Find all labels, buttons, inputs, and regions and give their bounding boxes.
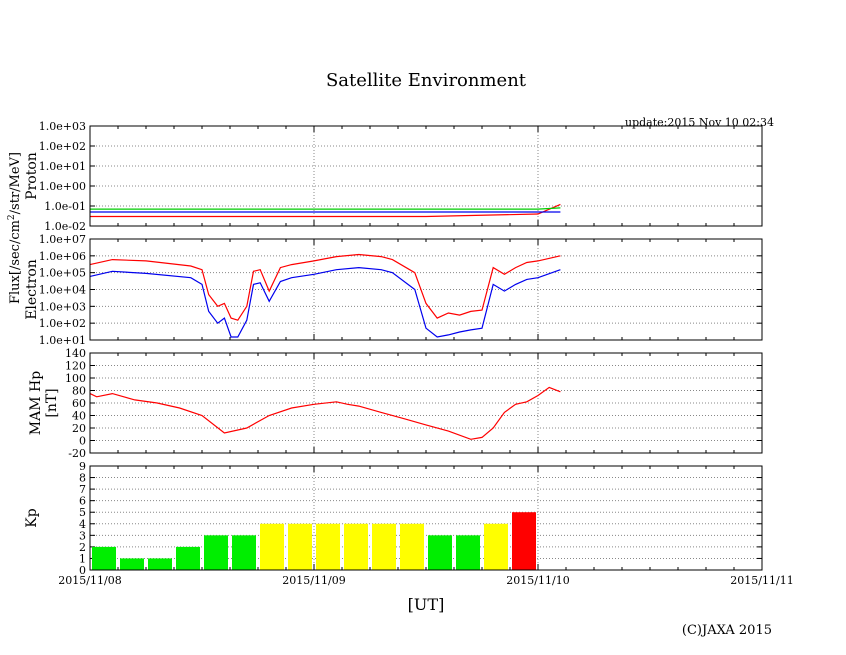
y-tick-label: 1.0e+02: [39, 140, 86, 153]
x-tick-label: 2015/11/09: [282, 574, 345, 587]
y-tick-label: 20: [72, 422, 86, 435]
chart-title: Satellite Environment: [326, 70, 527, 91]
kp-bar: [288, 523, 312, 570]
y-tick-label: 5: [79, 506, 86, 519]
y-tick-label: 1: [79, 552, 86, 565]
y-tick-label: 3: [79, 529, 86, 542]
update-timestamp: update:2015 Nov 10 02:34: [625, 116, 774, 129]
y-tick-label: 1.0e-02: [44, 220, 86, 233]
kp-bar: [344, 523, 368, 570]
y-axis-label: [nT]: [44, 388, 60, 417]
panel-proton: 1.0e-02 1.0e-01 1.0e+00 1.0e+01 1.0e+02 1.0e+…: [24, 120, 763, 233]
y-tick-label: 1.0e+03: [39, 300, 86, 313]
y-tick-label: 0: [79, 564, 86, 577]
kp-bar: [176, 546, 200, 570]
y-tick-label: 1.0e+01: [39, 334, 86, 347]
y-axis-label: Electron: [24, 259, 40, 320]
y-tick-label: 8: [79, 472, 86, 485]
kp-bar: [372, 523, 396, 570]
panel-frame: [89, 352, 763, 454]
superscript-2: 2: [7, 214, 17, 220]
y-tick-label: 0: [79, 435, 86, 448]
y-tick-label: 9: [79, 460, 86, 473]
kp-bar: [484, 523, 508, 570]
y-tick-label: 100: [65, 372, 86, 385]
y-tick-label: 1.0e+07: [39, 233, 86, 246]
y-tick-label: 1.0e+01: [39, 160, 86, 173]
kp-bar: [120, 558, 144, 570]
kp-bar: [148, 558, 172, 570]
y-tick-label: 1.0e-01: [44, 200, 86, 213]
kp-bar: [92, 546, 116, 570]
kp-bar: [456, 535, 480, 570]
y-axis-label: MAM Hp: [28, 371, 44, 435]
kp-bar: [316, 523, 340, 570]
y-tick-label: 80: [72, 385, 86, 398]
y-tick-label: 1.0e+03: [39, 120, 86, 133]
kp-bar: [512, 512, 536, 570]
kp-bar: [428, 535, 452, 570]
x-tick-label: 2015/11/10: [506, 574, 569, 587]
y-tick-label: -20: [68, 447, 86, 460]
series-line-green: [90, 207, 561, 210]
kp-bar: [232, 535, 256, 570]
flux-unit-label: Flux[/sec/cm2/str/MeV]: [7, 152, 23, 304]
y-tick-label: 4: [79, 518, 86, 531]
series-line-blue: [89, 266, 561, 338]
y-tick-label: 140: [65, 347, 86, 360]
y-tick-label: 40: [72, 410, 86, 423]
panel-frame: [89, 238, 763, 341]
panel-frame: [89, 125, 763, 227]
y-tick-label: 1.0e+06: [39, 250, 86, 263]
panel-frame: [89, 465, 763, 571]
kp-bar: [204, 535, 228, 570]
y-tick-label: 1.0e+05: [39, 267, 86, 280]
x-axis-label: [UT]: [408, 595, 445, 614]
copyright: (C)JAXA 2015: [682, 623, 772, 638]
y-tick-label: 60: [72, 397, 86, 410]
y-tick-label: 1.0e+04: [39, 284, 86, 297]
y-tick-label: 1.0e+00: [39, 180, 86, 193]
y-tick-label: 6: [79, 495, 86, 508]
series-line-red: [89, 253, 561, 321]
panel-electron: 1.0e+01 1.0e+02 1.0e+03 1.0e+04 1.0e+05 1.0e+…: [24, 233, 763, 347]
flux-unit-rest: /str/MeV]: [8, 152, 23, 214]
y-tick-label: 7: [79, 483, 86, 496]
y-tick-label: 1.0e+02: [39, 317, 86, 330]
kp-bar: [400, 523, 424, 570]
y-axis-label: Proton: [24, 152, 40, 200]
y-tick-label: 120: [65, 360, 86, 373]
x-tick-label: 2015/11/08: [58, 574, 121, 587]
x-tick-label: 2015/11/11: [730, 574, 793, 587]
y-tick-label: 2: [79, 541, 86, 554]
y-axis-label: Kp: [24, 508, 40, 527]
kp-bar: [260, 523, 284, 570]
series-line-red: [89, 386, 561, 440]
